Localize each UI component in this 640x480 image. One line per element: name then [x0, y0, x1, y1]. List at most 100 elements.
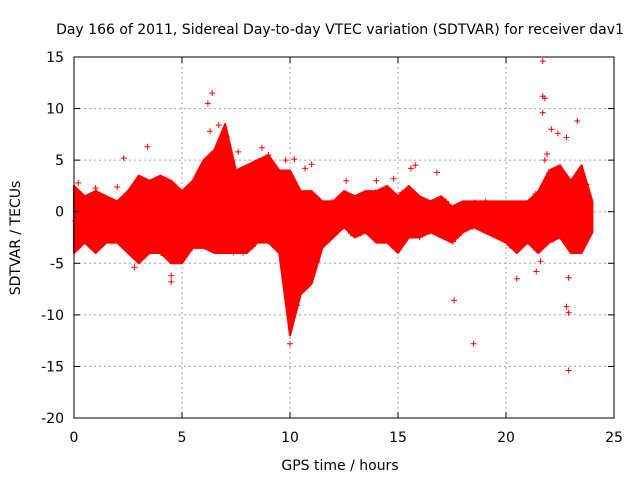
band-point	[420, 216, 427, 223]
band-point	[560, 223, 567, 230]
band-point	[111, 233, 118, 240]
y-tick-label: 10	[46, 102, 64, 118]
band-point	[128, 216, 135, 223]
y-tick-label: -20	[41, 411, 64, 427]
band-point	[379, 200, 386, 207]
band-point	[293, 192, 300, 199]
band-point	[557, 228, 564, 235]
band-point	[341, 190, 348, 197]
band-point	[444, 223, 451, 230]
band-point	[495, 229, 502, 236]
band-point	[419, 207, 426, 214]
band-point	[186, 220, 193, 227]
band-point	[75, 213, 82, 220]
band-point	[294, 213, 301, 220]
band-point	[108, 238, 115, 245]
band-point	[94, 203, 101, 210]
band-point	[460, 220, 467, 227]
band-point	[497, 215, 504, 222]
band-point	[342, 201, 349, 208]
band-point	[184, 192, 191, 199]
band-point	[98, 206, 105, 213]
band-point	[256, 185, 263, 192]
outlier-point	[204, 100, 211, 107]
band-point	[215, 208, 222, 215]
band-point	[568, 212, 575, 219]
band-point	[215, 178, 222, 185]
band-point	[212, 188, 219, 195]
band-point	[454, 223, 461, 230]
outlier-point	[541, 157, 548, 164]
band-point	[229, 168, 236, 175]
band-point	[229, 173, 236, 180]
x-tick-label: 20	[497, 430, 515, 446]
x-tick-label: 25	[605, 430, 623, 446]
band-point	[456, 203, 463, 210]
band-point	[448, 220, 455, 227]
band-point	[263, 199, 270, 206]
outlier-point	[563, 303, 570, 310]
band-point	[128, 197, 135, 204]
outlier-point	[215, 122, 222, 129]
band-point	[179, 221, 186, 228]
band-point	[418, 228, 425, 235]
band-point	[401, 214, 408, 221]
band-point	[530, 206, 537, 213]
band-point	[571, 201, 578, 208]
band-point	[123, 190, 130, 197]
band-point	[482, 198, 489, 205]
band-point	[326, 236, 333, 243]
band-point	[413, 230, 420, 237]
band-point	[132, 245, 139, 252]
band-point	[317, 241, 324, 248]
band-point	[202, 197, 209, 204]
band-point	[121, 239, 128, 246]
band-point	[129, 196, 136, 203]
band-point	[84, 212, 91, 219]
band-point	[443, 198, 450, 205]
band-point	[426, 229, 433, 236]
outlier-point	[407, 165, 414, 172]
band-point	[414, 194, 421, 201]
y-tick-label: 15	[46, 50, 64, 66]
band-point	[449, 205, 456, 212]
band-point	[555, 178, 562, 185]
band-point	[131, 215, 138, 222]
plot-frame	[73, 56, 615, 419]
band-point	[421, 201, 428, 208]
band-point	[587, 212, 594, 219]
band-point	[176, 232, 183, 239]
band-point	[128, 250, 135, 257]
band-point	[141, 201, 148, 208]
band-point	[429, 217, 436, 224]
band-point	[114, 215, 121, 222]
band-point	[405, 195, 412, 202]
band-point	[159, 197, 166, 204]
band-point	[75, 227, 82, 234]
band-point	[321, 231, 328, 238]
band-point	[187, 246, 194, 253]
band-point	[240, 165, 247, 172]
band-point	[287, 188, 294, 195]
band-point	[402, 206, 409, 213]
band-point	[194, 238, 201, 245]
band-point	[348, 209, 355, 216]
band-point	[284, 262, 291, 269]
band-point	[272, 210, 279, 217]
band-point	[534, 209, 541, 216]
band-point	[223, 133, 230, 140]
band-point	[257, 211, 264, 218]
band-point	[564, 217, 571, 224]
band-point	[485, 222, 492, 229]
band-point	[350, 193, 357, 200]
band-point	[568, 240, 575, 247]
x-tick-label: 15	[389, 430, 407, 446]
band-point	[435, 219, 442, 226]
band-point	[273, 233, 280, 240]
band-point	[546, 170, 553, 177]
band-point	[300, 285, 307, 292]
band-point	[298, 248, 305, 255]
band-point	[270, 235, 277, 242]
band-point	[126, 209, 133, 216]
band-point	[348, 197, 355, 204]
